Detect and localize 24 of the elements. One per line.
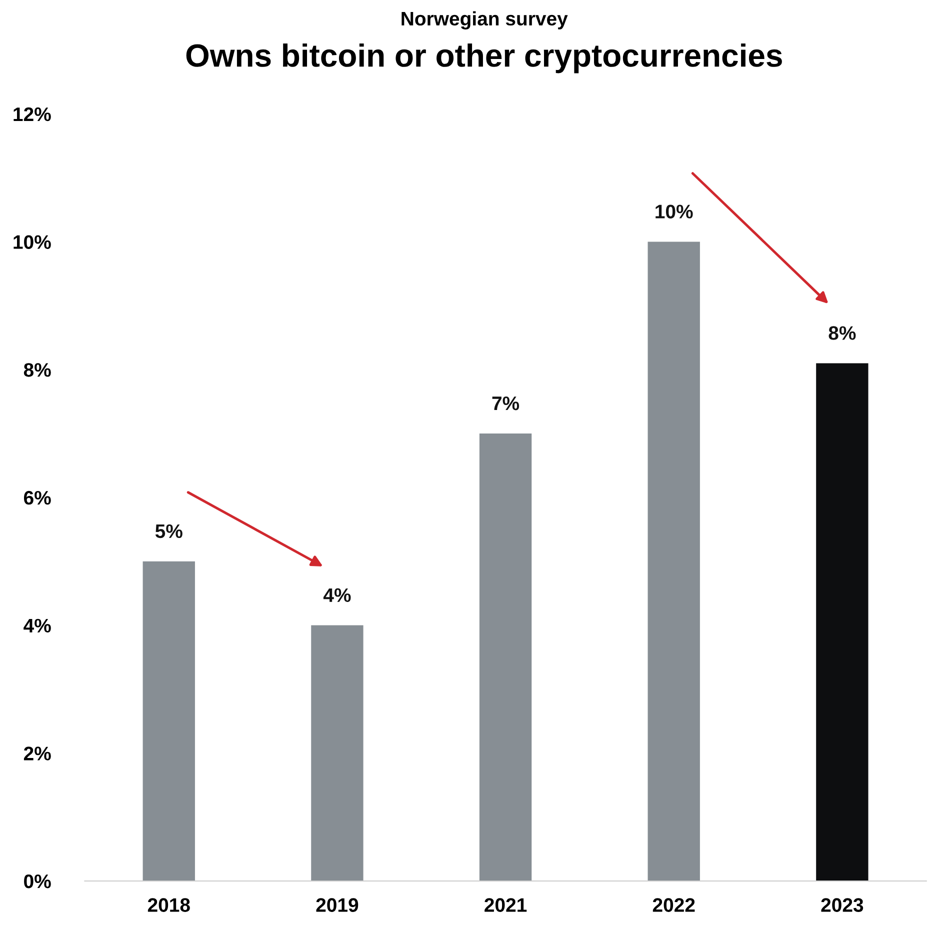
chart-subtitle: Norwegian survey xyxy=(402,11,568,30)
bar xyxy=(479,434,532,881)
x-tick-label: 2018 xyxy=(148,898,190,912)
y-tick-label: 6% xyxy=(24,490,51,505)
y-tick-label: 12% xyxy=(14,107,51,122)
x-tick-label: 2023 xyxy=(821,898,864,912)
y-tick-label: 10% xyxy=(14,235,51,249)
y-tick-label: 4% xyxy=(24,618,51,632)
bar xyxy=(648,242,700,881)
x-tick-label: 2021 xyxy=(484,898,527,912)
data-label: 4% xyxy=(323,588,351,602)
data-label: 10% xyxy=(656,204,693,218)
bar xyxy=(311,625,364,881)
bar xyxy=(816,363,868,881)
chart-title: Owns bitcoin or other cryptocurrencies xyxy=(186,43,782,74)
y-tick-label: 0% xyxy=(24,874,51,888)
data-label: 8% xyxy=(828,326,856,340)
bar xyxy=(142,561,195,881)
y-tick-label: 2% xyxy=(24,746,51,760)
data-label: 5% xyxy=(155,524,182,538)
data-label: 7% xyxy=(492,396,520,410)
y-tick-label: 8% xyxy=(24,363,51,377)
x-tick-label: 2022 xyxy=(652,898,695,912)
x-tick-label: 2019 xyxy=(316,898,358,912)
